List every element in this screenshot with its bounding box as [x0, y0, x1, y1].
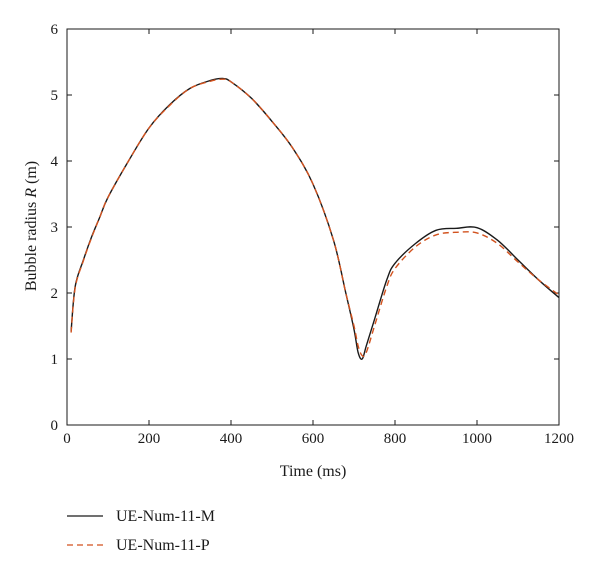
legend-label-1: UE-Num-11-P — [116, 537, 210, 554]
y-axis-label: Bubble radius R (m) — [23, 161, 40, 291]
y-tick-label-1: 1 — [51, 352, 59, 368]
x-tick-label-4: 800 — [384, 431, 407, 447]
y-tick-label-6: 6 — [51, 22, 59, 38]
x-tick-label-3: 600 — [302, 431, 325, 447]
legend-label-0: UE-Num-11-M — [116, 508, 215, 525]
axis-ticks: 0 200 400 600 800 1000 1200 0 1 2 3 4 5 6 — [51, 22, 575, 447]
y-axis-label-var: R — [23, 188, 40, 199]
x-tick-label-1: 200 — [138, 431, 161, 447]
series-line-1 — [70, 78, 560, 358]
legend: UE-Num-11-M UE-Num-11-P — [67, 508, 215, 554]
y-tick-label-4: 4 — [51, 154, 59, 170]
y-axis-label-unit: (m) — [23, 161, 40, 188]
y-tick-label-0: 0 — [51, 418, 59, 434]
y-tick-label-5: 5 — [51, 88, 59, 104]
x-tick-label-0: 0 — [63, 431, 71, 447]
y-tick-label-2: 2 — [51, 286, 59, 302]
x-tick-label-2: 400 — [220, 431, 243, 447]
x-tick-label-6: 1200 — [544, 431, 574, 447]
x-tick-label-5: 1000 — [462, 431, 492, 447]
y-axis-label-text: Bubble radius — [23, 198, 40, 291]
series-lines — [70, 77, 560, 360]
y-tick-label-3: 3 — [51, 220, 59, 236]
x-axis-label: Time (ms) — [280, 463, 347, 480]
